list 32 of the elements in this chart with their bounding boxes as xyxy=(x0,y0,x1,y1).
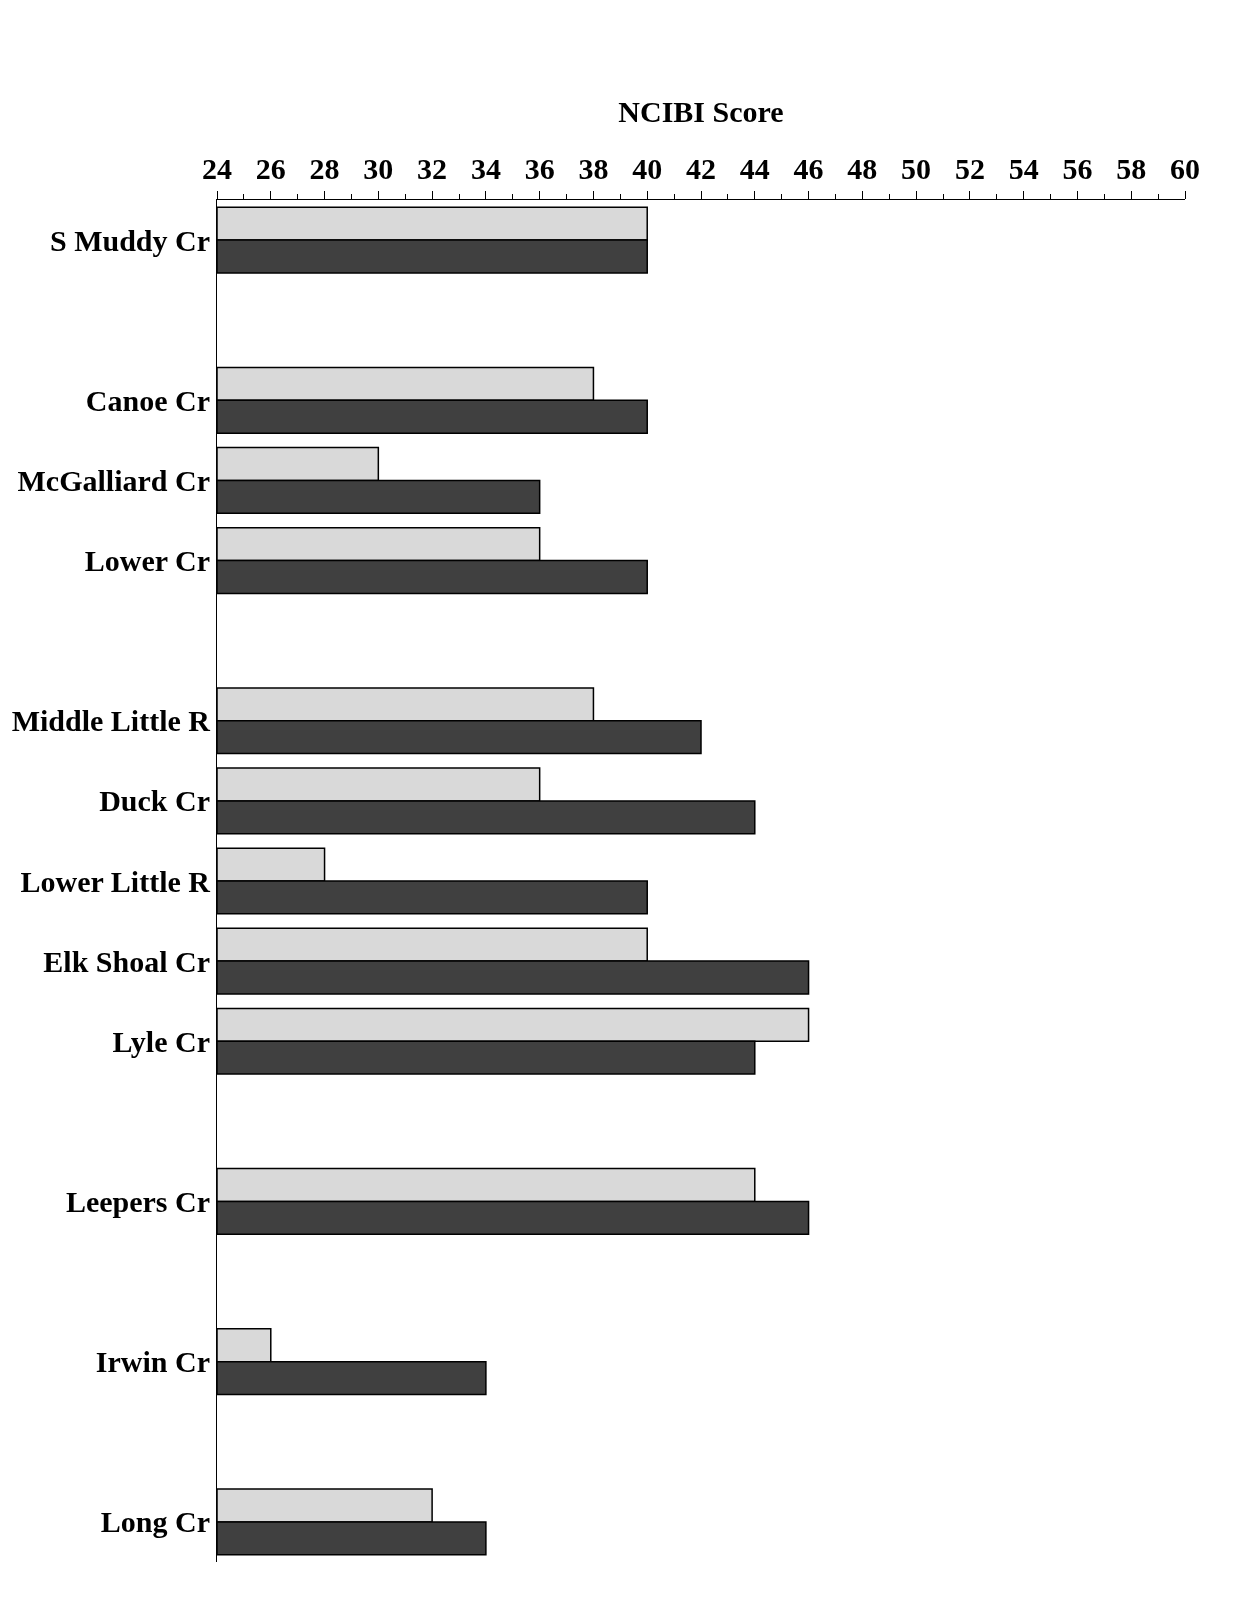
x-tick-label: 46 xyxy=(793,152,824,185)
x-tick-label: 54 xyxy=(1008,152,1039,185)
x-tick-label: 48 xyxy=(847,152,878,185)
x-tick-label: 34 xyxy=(470,152,501,185)
x-tick-label: 42 xyxy=(686,152,716,185)
x-tick-label: 26 xyxy=(255,152,286,185)
y-tick-label: Elk Shoal Cr xyxy=(43,944,210,978)
y-tick-label: McGalliard Cr xyxy=(17,463,210,497)
x-tick-label: 38 xyxy=(578,152,609,185)
x-tick-label: 30 xyxy=(363,152,394,185)
x-tick-label: 52 xyxy=(954,152,985,185)
y-tick-label: Canoe Cr xyxy=(85,383,210,417)
x-tick-label: 60 xyxy=(1170,152,1200,185)
y-tick-label: Irwin Cr xyxy=(95,1345,210,1379)
x-tick-label: 36 xyxy=(524,152,555,185)
y-tick-label: Lyle Cr xyxy=(112,1024,210,1058)
y-tick-label: Leepers Cr xyxy=(65,1184,210,1218)
y-tick-label: S Muddy Cr xyxy=(49,223,210,257)
x-tick-label: 40 xyxy=(632,152,663,185)
y-tick-label: Middle Little R xyxy=(11,704,211,738)
y-tick-label: Duck Cr xyxy=(99,784,210,818)
x-tick-label: 44 xyxy=(739,152,770,185)
x-tick-label: 58 xyxy=(1116,152,1147,185)
x-tick-label: 50 xyxy=(901,152,932,185)
y-tick-label: Lower Little R xyxy=(20,864,211,898)
x-axis-title: NCIBI Score xyxy=(618,95,784,128)
y-tick-label: Lower Cr xyxy=(84,544,210,578)
x-tick-label: 56 xyxy=(1062,152,1093,185)
x-tick-label: 28 xyxy=(309,152,340,185)
x-tick-label: 24 xyxy=(202,152,232,185)
x-tick-label: 32 xyxy=(417,152,448,185)
y-tick-label: Long Cr xyxy=(100,1505,210,1539)
